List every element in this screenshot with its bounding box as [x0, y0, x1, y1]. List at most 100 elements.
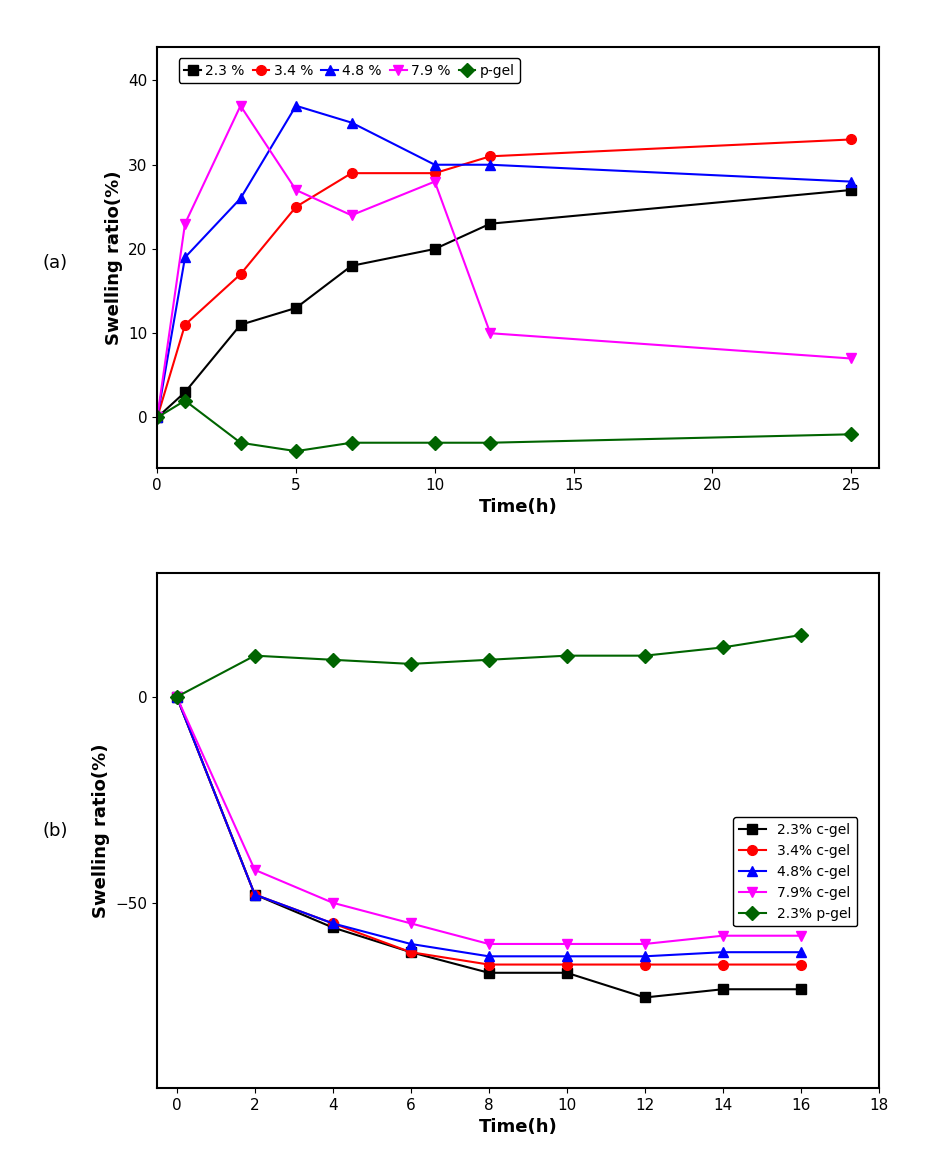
4.8% c-gel	[639, 949, 650, 963]
3.4% c-gel	[639, 957, 650, 971]
2.3% p-gel	[717, 640, 728, 654]
2.3 %	[346, 259, 357, 273]
2.3% c-gel	[249, 888, 260, 902]
7.9 %	[485, 326, 496, 340]
3.4 %	[179, 318, 191, 332]
p-gel	[845, 427, 857, 441]
3.4% c-gel	[327, 916, 339, 930]
4.8% c-gel	[249, 888, 260, 902]
2.3% c-gel	[483, 965, 494, 979]
4.8% c-gel	[717, 945, 728, 959]
4.8 %	[485, 158, 496, 172]
2.3% c-gel	[561, 965, 573, 979]
3.4 %	[845, 132, 857, 146]
2.3 %	[845, 183, 857, 197]
7.9% c-gel	[561, 937, 573, 951]
4.8 %	[179, 250, 191, 264]
Line: 2.3% p-gel: 2.3% p-gel	[172, 631, 806, 702]
2.3% p-gel	[171, 690, 182, 704]
4.8% c-gel	[796, 945, 807, 959]
4.8% c-gel	[561, 949, 573, 963]
4.8% c-gel	[327, 916, 339, 930]
p-gel	[152, 411, 163, 425]
4.8 %	[346, 116, 357, 130]
2.3% p-gel	[796, 628, 807, 642]
2.3% c-gel	[717, 983, 728, 997]
4.8 %	[290, 98, 302, 112]
4.8% c-gel	[171, 690, 182, 704]
p-gel	[179, 393, 191, 407]
3.4% c-gel	[717, 957, 728, 971]
Line: 4.8 %: 4.8 %	[153, 101, 856, 422]
7.9% c-gel	[796, 929, 807, 943]
7.9 %	[845, 351, 857, 365]
3.4% c-gel	[796, 957, 807, 971]
7.9% c-gel	[405, 916, 416, 930]
2.3 %	[152, 411, 163, 425]
3.4 %	[235, 267, 246, 281]
2.3 %	[179, 385, 191, 399]
3.4% c-gel	[405, 945, 416, 959]
2.3% p-gel	[483, 653, 494, 667]
7.9% c-gel	[249, 862, 260, 876]
3.4% c-gel	[249, 888, 260, 902]
4.8 %	[845, 174, 857, 188]
2.3 %	[235, 318, 246, 332]
7.9 %	[290, 183, 302, 197]
p-gel	[235, 435, 246, 449]
3.4% c-gel	[483, 957, 494, 971]
2.3% c-gel	[405, 945, 416, 959]
7.9% c-gel	[639, 937, 650, 951]
Legend: 2.3 %, 3.4 %, 4.8 %, 7.9 %, p-gel: 2.3 %, 3.4 %, 4.8 %, 7.9 %, p-gel	[179, 58, 520, 83]
4.8 %	[152, 411, 163, 425]
3.4% c-gel	[171, 690, 182, 704]
Line: 7.9% c-gel: 7.9% c-gel	[172, 691, 806, 949]
2.3% p-gel	[639, 648, 650, 662]
7.9% c-gel	[327, 896, 339, 910]
Y-axis label: Swelling ratio(%): Swelling ratio(%)	[105, 170, 123, 345]
p-gel	[485, 435, 496, 449]
7.9% c-gel	[483, 937, 494, 951]
7.9 %	[179, 216, 191, 230]
7.9 %	[152, 411, 163, 425]
X-axis label: Time(h): Time(h)	[478, 1119, 558, 1136]
X-axis label: Time(h): Time(h)	[478, 498, 558, 516]
p-gel	[429, 435, 440, 449]
Line: 3.4 %: 3.4 %	[153, 135, 856, 422]
2.3 %	[290, 301, 302, 315]
2.3% p-gel	[405, 656, 416, 670]
Line: p-gel: p-gel	[153, 395, 856, 456]
Line: 3.4% c-gel: 3.4% c-gel	[172, 691, 806, 970]
2.3% p-gel	[561, 648, 573, 662]
3.4 %	[152, 411, 163, 425]
p-gel	[346, 435, 357, 449]
2.3% c-gel	[639, 991, 650, 1005]
2.3% c-gel	[327, 921, 339, 935]
4.8 %	[235, 192, 246, 206]
4.8% c-gel	[405, 937, 416, 951]
Line: 2.3% c-gel: 2.3% c-gel	[172, 691, 806, 1003]
7.9% c-gel	[171, 690, 182, 704]
2.3% c-gel	[171, 690, 182, 704]
7.9% c-gel	[717, 929, 728, 943]
p-gel	[290, 445, 302, 459]
3.4 %	[346, 166, 357, 180]
3.4 %	[290, 200, 302, 214]
2.3% p-gel	[249, 648, 260, 662]
Text: (a): (a)	[43, 254, 68, 273]
Y-axis label: Swelling ratio(%): Swelling ratio(%)	[92, 743, 110, 918]
4.8% c-gel	[483, 949, 494, 963]
2.3% p-gel	[327, 653, 339, 667]
7.9 %	[429, 174, 440, 188]
3.4 %	[429, 166, 440, 180]
Line: 4.8% c-gel: 4.8% c-gel	[172, 691, 806, 962]
3.4% c-gel	[561, 957, 573, 971]
Line: 7.9 %: 7.9 %	[153, 101, 856, 422]
Line: 2.3 %: 2.3 %	[153, 185, 856, 422]
7.9 %	[346, 208, 357, 222]
4.8 %	[429, 158, 440, 172]
2.3 %	[429, 242, 440, 256]
Legend: 2.3% c-gel, 3.4% c-gel, 4.8% c-gel, 7.9% c-gel, 2.3% p-gel: 2.3% c-gel, 3.4% c-gel, 4.8% c-gel, 7.9%…	[733, 818, 857, 927]
3.4 %	[485, 150, 496, 164]
Text: (b): (b)	[43, 821, 68, 840]
